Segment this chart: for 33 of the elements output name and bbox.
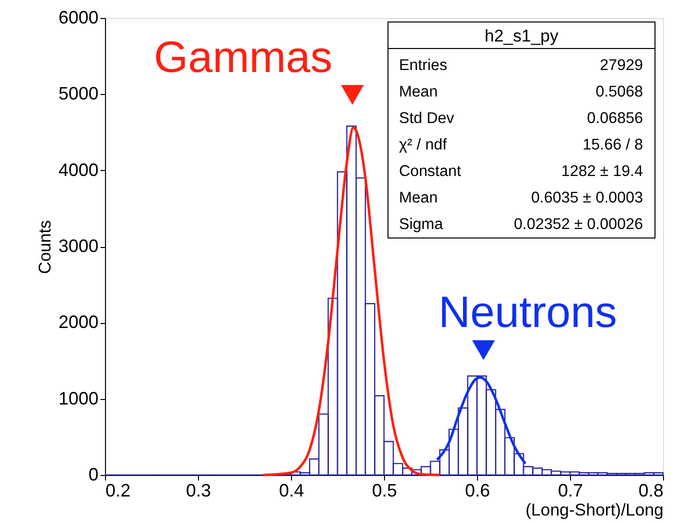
annotation: Entries	[399, 56, 448, 74]
annotation: Mean	[399, 83, 438, 100]
annotation: Mean	[399, 189, 438, 206]
x-tick-label: 0.3	[186, 480, 212, 500]
x-tick-label: 0.4	[278, 480, 304, 500]
annotation: Constant	[399, 162, 462, 180]
y-tick-label: 3000	[58, 236, 98, 256]
annotation: 15.66 / 8	[582, 136, 643, 154]
y-tick-label: 5000	[58, 84, 98, 104]
x-axis-title: (Long-Short)/Long	[526, 500, 664, 520]
annotation: 0.5068	[596, 83, 643, 100]
y-tick-label: 6000	[58, 8, 98, 28]
annotation: h2_s1_py	[484, 26, 559, 46]
annotation: 27929	[600, 56, 643, 74]
y-tick-label: 0	[88, 464, 98, 484]
annotation: Gammas	[154, 32, 332, 82]
annotation: 0.02352 ± 0.00026	[514, 216, 643, 233]
annotation: 0.6035 ± 0.0003	[531, 189, 643, 206]
y-tick-label: 2000	[58, 312, 98, 332]
y-axis-title: Counts	[35, 220, 54, 274]
x-tick-label: 0.8	[638, 480, 664, 500]
annotation: Neutrons	[438, 288, 618, 338]
annotation: Std Dev	[399, 110, 454, 127]
annotation: 0.06856	[586, 110, 643, 127]
annotation: χ² / ndf	[399, 136, 448, 154]
x-tick-label: 0.5	[372, 480, 398, 500]
x-tick-label: 0.2	[106, 480, 131, 500]
y-tick-label: 4000	[58, 160, 98, 180]
x-tick-label: 0.7	[558, 480, 584, 500]
x-tick-label: 0.6	[464, 480, 490, 500]
y-tick-label: 1000	[58, 388, 98, 408]
annotation: Sigma	[399, 216, 444, 233]
annotation: 1282 ± 19.4	[561, 162, 644, 180]
